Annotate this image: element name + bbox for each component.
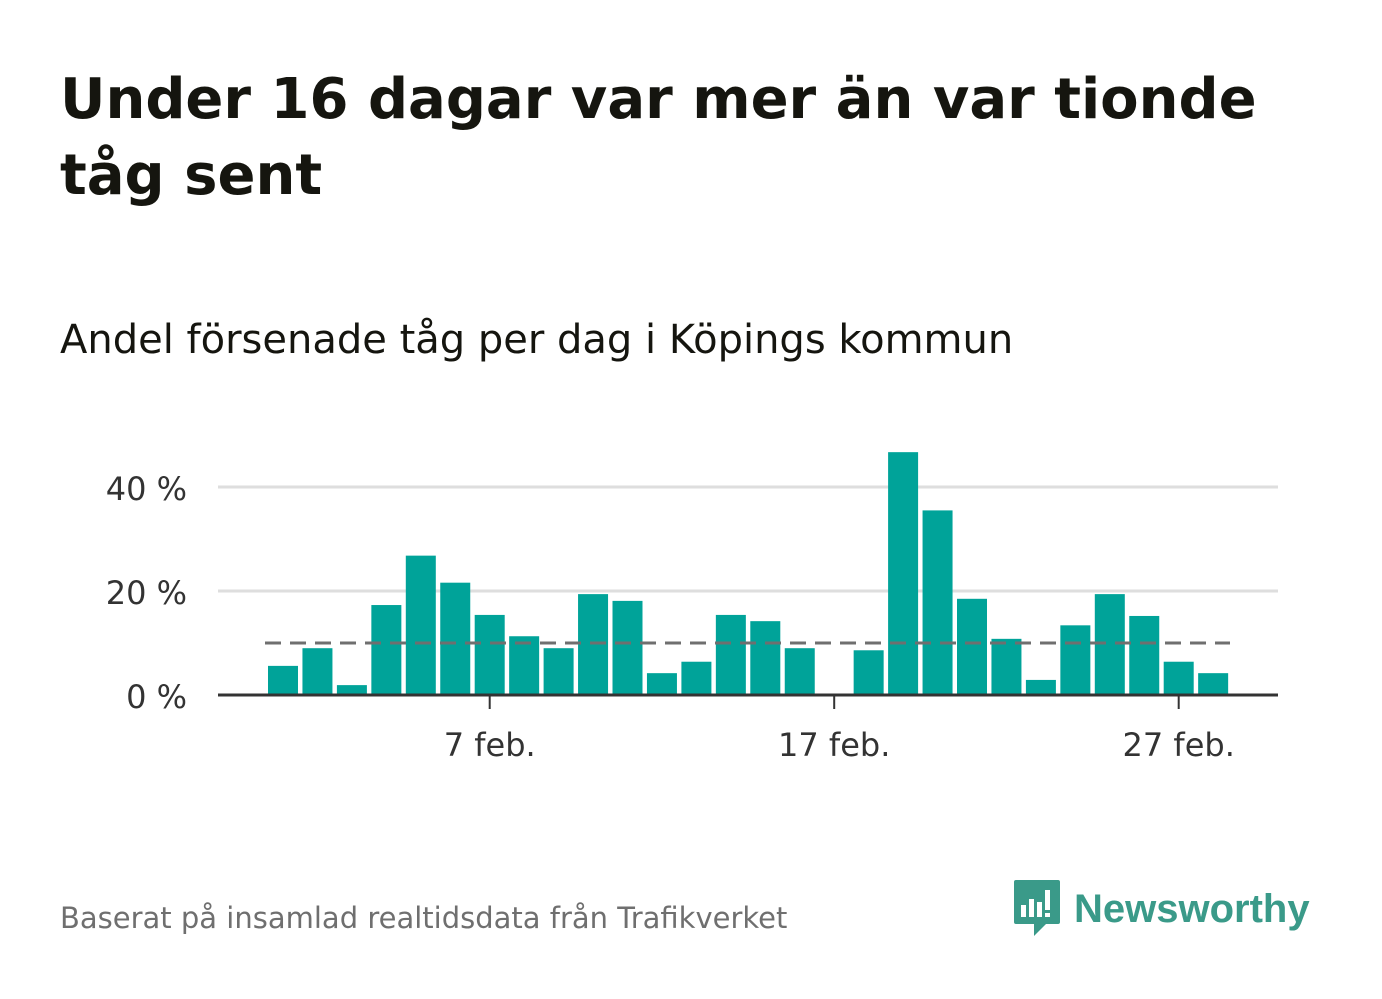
chart-subtitle: Andel försenade tåg per dag i Köpings ko… bbox=[60, 317, 1014, 363]
bar bbox=[853, 650, 884, 695]
bar bbox=[1129, 615, 1160, 695]
bar bbox=[922, 510, 953, 695]
bar bbox=[509, 636, 540, 695]
bar bbox=[474, 614, 505, 695]
y-tick-label: 40 % bbox=[106, 470, 187, 508]
bar bbox=[1163, 661, 1194, 695]
bar bbox=[543, 648, 574, 695]
x-tick-label: 7 feb. bbox=[444, 726, 536, 764]
bar bbox=[991, 638, 1022, 695]
bar bbox=[371, 605, 402, 695]
bar bbox=[1060, 625, 1091, 695]
bar bbox=[784, 648, 815, 695]
brand-logo: Newsworthy bbox=[1012, 878, 1310, 940]
newsworthy-logo-icon bbox=[1014, 880, 1060, 936]
bar bbox=[268, 665, 298, 695]
bar bbox=[612, 600, 643, 695]
bar bbox=[1198, 673, 1229, 695]
bar bbox=[336, 685, 367, 695]
bar bbox=[578, 594, 609, 695]
bar bbox=[405, 555, 436, 695]
bar bbox=[1094, 594, 1125, 695]
bar bbox=[1025, 679, 1056, 695]
x-tick-label: 27 feb. bbox=[1123, 726, 1235, 764]
x-tick-label: 17 feb. bbox=[778, 726, 890, 764]
bar-chart: 0 % 20 % 40 % 7 feb. 17 feb. 27 feb. bbox=[106, 452, 1278, 764]
bar bbox=[715, 614, 746, 695]
y-tick-label: 20 % bbox=[106, 574, 187, 612]
source-note: Baserat på insamlad realtidsdata från Tr… bbox=[60, 901, 788, 935]
bar bbox=[957, 598, 987, 695]
brand-name: Newsworthy bbox=[1074, 886, 1310, 931]
bar bbox=[440, 582, 471, 695]
y-tick-label: 0 % bbox=[126, 678, 187, 716]
bar bbox=[750, 621, 781, 695]
bar bbox=[888, 452, 919, 695]
bar bbox=[681, 661, 712, 695]
chart-title: Under 16 dagar var mer än var tionde tåg… bbox=[60, 67, 1257, 208]
bar bbox=[302, 648, 333, 695]
bar bbox=[646, 673, 677, 695]
